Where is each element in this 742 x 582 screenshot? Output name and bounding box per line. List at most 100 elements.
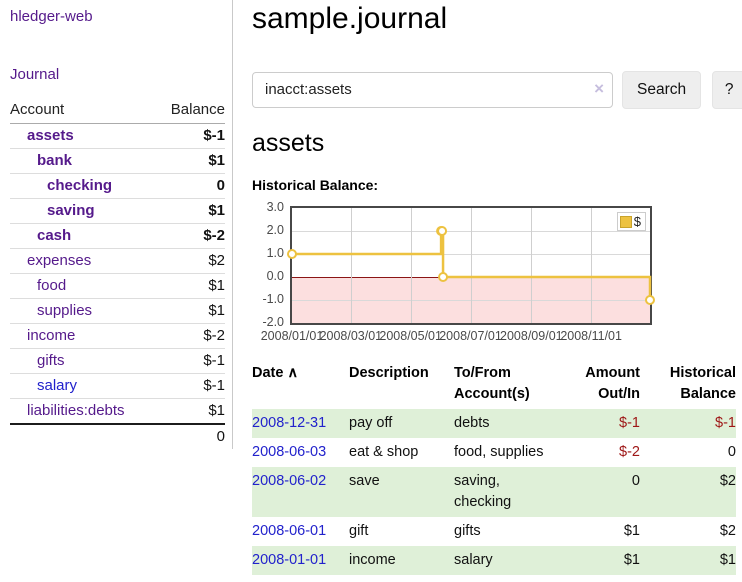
balance-cell: $2 (719, 473, 736, 490)
date-link[interactable]: 2008-12-31 (252, 415, 327, 432)
clear-search-icon[interactable]: × (594, 78, 604, 98)
journal-nav-link[interactable]: Journal (10, 66, 60, 83)
date-cell: 2008-06-02 (252, 467, 349, 517)
account-balance: $-1 (155, 373, 225, 399)
col-date-header[interactable]: Date ∧ (252, 359, 349, 409)
data-point-marker (287, 249, 297, 260)
account-name-cell: checking (10, 173, 156, 199)
account-link[interactable]: supplies (37, 302, 93, 319)
col-description-header: Description (349, 365, 429, 382)
accounts-cell: food, supplies (454, 444, 544, 461)
account-balance: $-1 (155, 348, 225, 374)
y-axis-label: -1.0 (262, 292, 284, 307)
account-name-cell: supplies (10, 298, 156, 324)
account-row: supplies $1 (10, 298, 225, 324)
x-axis-label: 2008/01/01 (260, 329, 324, 344)
grid-line-v (531, 208, 533, 324)
account-row: food $1 (10, 273, 225, 299)
grid-line-v (410, 208, 412, 324)
amount-cell: $-2 (619, 444, 640, 461)
account-balance: $1 (155, 198, 225, 224)
account-name-cell: liabilities:debts (10, 398, 156, 425)
balance-line-svg (287, 226, 655, 306)
account-link[interactable]: gifts (37, 352, 65, 369)
account-name-cell: assets (10, 123, 156, 149)
account-link[interactable]: saving (47, 202, 95, 219)
col-balance-header: Historical Balance (669, 365, 736, 403)
account-balance: $2 (155, 248, 225, 274)
x-axis-label: 2008/05/01 (379, 329, 442, 344)
account-link[interactable]: income (27, 327, 76, 344)
balance-column-header: Balance (155, 97, 225, 124)
amount-cell: $1 (623, 523, 640, 540)
account-name-cell: food (10, 273, 156, 299)
account-link[interactable]: cash (37, 227, 72, 244)
date-link[interactable]: 2008-06-03 (252, 444, 327, 461)
x-axis-label: 2008/11/01 (560, 329, 622, 344)
data-point-marker (645, 295, 655, 306)
x-axis-label: 2008/09/01 (500, 329, 563, 344)
balance-cell: $1 (719, 552, 736, 569)
account-balance: $-2 (155, 223, 225, 249)
date-header-label: Date (252, 365, 284, 382)
account-balance: $-2 (155, 323, 225, 349)
amount-cell: 0 (631, 473, 640, 490)
account-link[interactable]: assets (27, 127, 74, 144)
search-button[interactable]: Search (622, 70, 702, 109)
account-link[interactable]: salary (37, 377, 78, 394)
total-balance: 0 (155, 423, 225, 449)
account-balance: $1 (155, 298, 225, 324)
account-column-header: Account (10, 97, 156, 124)
account-balance: 0 (155, 173, 225, 199)
search-input[interactable] (252, 71, 613, 108)
date-link[interactable]: 2008-06-02 (252, 473, 327, 490)
description-cell: save (349, 473, 380, 490)
date-cell: 2008-01-01 (252, 546, 349, 575)
account-tree-body: assets $-1 bank $1 checking 0 saving $1 cash $-2 e… (10, 123, 225, 425)
search-box: × (252, 71, 613, 108)
account-balance: $1 (155, 398, 225, 425)
balance-line (292, 230, 652, 301)
account-link[interactable]: liabilities:debts (27, 402, 125, 419)
account-link[interactable]: food (37, 277, 67, 294)
y-axis-label: -2.0 (262, 315, 284, 330)
register-header-row: Date ∧ Description To/From Account(s) Amo… (252, 359, 736, 409)
total-spacer (10, 423, 156, 449)
grid-line-v (591, 208, 593, 324)
y-axis-label: 3.0 (266, 200, 284, 215)
register-row: 2008-12-31 pay off debts $-1 $-1 (252, 409, 736, 439)
y-axis-label: 1.0 (266, 246, 284, 261)
account-row: checking 0 (10, 173, 225, 199)
account-row: gifts $-1 (10, 348, 225, 374)
description-cell: eat & shop (349, 444, 419, 461)
app-brand-link[interactable]: hledger-web (10, 8, 93, 25)
account-balance: $1 (155, 273, 225, 299)
x-axis-label: 2008/03/01 (319, 329, 383, 344)
account-link[interactable]: expenses (27, 252, 92, 269)
help-button[interactable]: ? (712, 70, 742, 109)
account-row: assets $-1 (10, 123, 225, 149)
account-name-cell: income (10, 323, 156, 349)
account-balance: $1 (155, 148, 225, 174)
grid-line-v (470, 208, 472, 324)
register-row: 2008-01-01 income salary $1 $1 (252, 546, 736, 576)
chart-legend: $ (616, 212, 646, 232)
account-link[interactable]: checking (47, 177, 113, 194)
description-cell: gift (349, 523, 369, 540)
account-tree-header-row: Account Balance (10, 97, 225, 124)
account-total-row: 0 (10, 423, 225, 449)
chart-title: Historical Balance: (252, 177, 379, 194)
date-link[interactable]: 2008-01-01 (252, 552, 327, 569)
account-name-cell: salary (10, 373, 156, 399)
amount-cell: $-1 (619, 415, 640, 432)
account-name-cell: gifts (10, 348, 156, 374)
balance-cell: 0 (727, 444, 736, 461)
description-cell: income (349, 552, 396, 569)
x-axis-label: 2008/07/01 (439, 329, 502, 344)
account-link[interactable]: bank (37, 152, 73, 169)
date-link[interactable]: 2008-06-01 (252, 523, 327, 540)
accounts-cell: debts (454, 415, 490, 432)
account-name-cell: cash (10, 223, 156, 249)
date-cell: 2008-12-31 (252, 409, 349, 438)
